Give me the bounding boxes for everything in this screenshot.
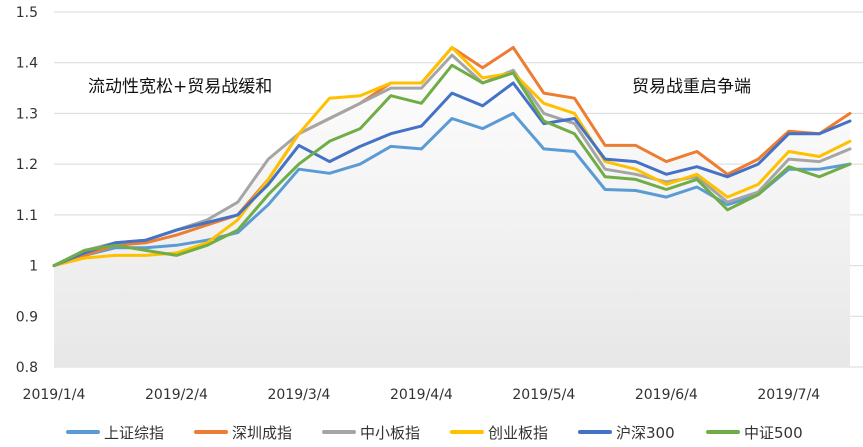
area-fill <box>54 47 850 367</box>
legend-label: 沪深300 <box>616 424 675 442</box>
y-tick-label: 1.2 <box>16 157 38 173</box>
annotations: 流动性宽松+贸易战缓和 贸易战重启争端 <box>88 77 751 97</box>
x-tick-label: 2019/6/4 <box>635 387 698 403</box>
x-tick-label: 2019/3/4 <box>267 387 330 403</box>
legend-label: 创业板指 <box>488 424 548 442</box>
legend-label: 中证500 <box>744 424 803 442</box>
annotation-trade-war: 贸易战重启争端 <box>632 77 751 97</box>
x-tick-label: 2019/5/4 <box>512 387 575 403</box>
legend: 上证综指 深圳成指 中小板指 创业板指 沪深300 中证500 <box>66 424 803 442</box>
y-axis: 0.8 0.9 1 1.1 1.2 1.3 1.4 1.5 <box>16 5 38 376</box>
legend-label: 中小板指 <box>360 424 420 442</box>
x-axis: 2019/1/4 2019/2/4 2019/3/4 2019/4/4 2019/5/4… <box>23 387 821 403</box>
annotation-liquidity: 流动性宽松+贸易战缓和 <box>88 77 272 97</box>
x-tick-label: 2019/4/4 <box>390 387 453 403</box>
series-line-4 <box>52 81 852 268</box>
legend-label: 上证综指 <box>104 424 164 442</box>
x-tick-label: 2019/7/4 <box>757 387 820 403</box>
series-line-3 <box>52 46 852 268</box>
y-tick-label: 1.4 <box>16 56 38 72</box>
shaded-area <box>54 47 850 367</box>
legend-label: 深圳成指 <box>232 424 292 442</box>
y-tick-label: 1.1 <box>16 208 38 224</box>
series-line-5 <box>52 63 852 268</box>
y-tick-label: 0.9 <box>16 309 38 325</box>
y-tick-label: 1 <box>29 259 38 275</box>
y-tick-label: 1.3 <box>16 106 38 122</box>
y-tick-label: 0.8 <box>16 360 38 376</box>
x-tick-label: 2019/1/4 <box>23 387 86 403</box>
y-tick-label: 1.5 <box>16 5 38 21</box>
x-tick-label: 2019/2/4 <box>145 387 208 403</box>
series-lines <box>52 46 852 268</box>
